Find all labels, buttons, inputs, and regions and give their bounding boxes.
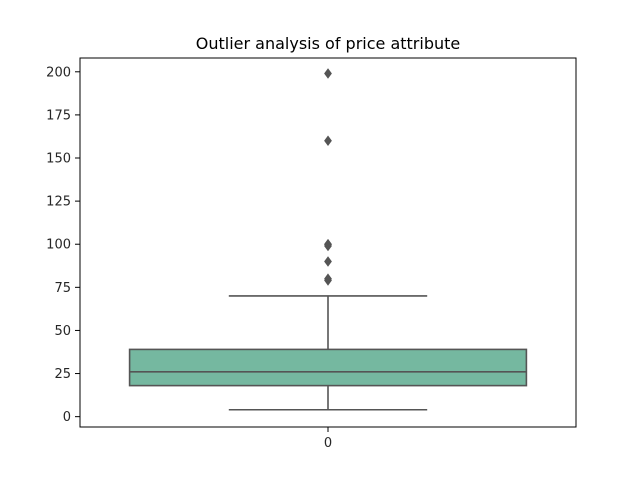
- iqr-box: [128, 348, 528, 387]
- box-group: [128, 295, 528, 411]
- outlier-point: [324, 135, 332, 147]
- outlier-point: [324, 256, 332, 267]
- x-tick-label: 0: [324, 436, 332, 451]
- outlier-group: [324, 68, 332, 286]
- y-tick-label: 50: [54, 324, 71, 339]
- y-tick-label: 0: [63, 410, 71, 425]
- y-tick-label: 100: [46, 238, 71, 253]
- y-tick-label: 200: [46, 65, 71, 80]
- outlier-point: [324, 238, 332, 250]
- y-tick-label: 175: [46, 108, 71, 123]
- y-tick-label: 25: [54, 367, 71, 382]
- plot-frame: [79, 57, 577, 428]
- outlier-point: [324, 68, 332, 79]
- y-tick-label: 150: [46, 152, 71, 167]
- chart-title: Outlier analysis of price attribute: [196, 34, 460, 53]
- y-tick-label: 75: [54, 281, 71, 296]
- y-axis: 0 25 50 75 100 125 150 175 200: [46, 65, 80, 425]
- outlier-point: [324, 273, 332, 284]
- x-axis: 0: [324, 427, 332, 451]
- y-tick-label: 125: [46, 195, 71, 210]
